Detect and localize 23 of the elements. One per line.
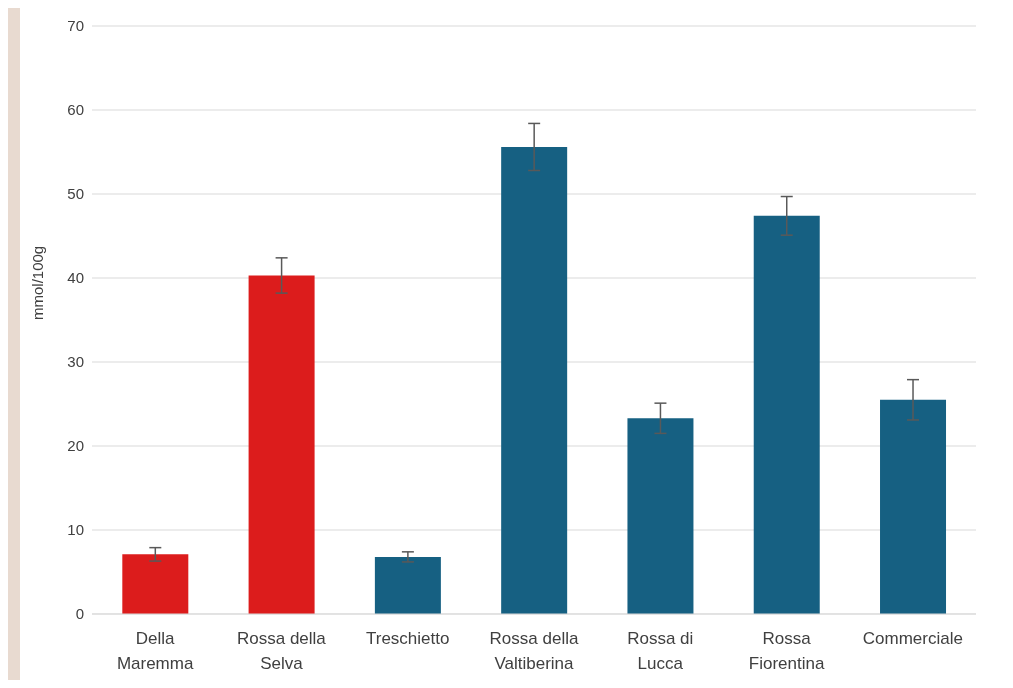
bar xyxy=(122,554,189,614)
x-tick-label: Rossa Fiorentina xyxy=(748,628,825,674)
bar xyxy=(501,146,568,614)
y-tick-label: 60 xyxy=(67,101,84,119)
y-tick-label: 0 xyxy=(75,605,84,623)
x-tick-label: Rossa di Lucca xyxy=(627,628,694,674)
bar xyxy=(627,418,694,614)
x-tick-label: Rossa della Valtiberina xyxy=(489,628,579,674)
bar xyxy=(374,556,441,614)
y-tick-label: 30 xyxy=(67,353,84,371)
y-tick-label: 20 xyxy=(67,437,84,455)
bar xyxy=(753,215,820,614)
y-axis-title: mmol/100g xyxy=(29,245,47,320)
x-tick-label: Della Maremma xyxy=(116,628,194,674)
x-tick-label: Commerciale xyxy=(862,628,963,648)
y-tick-label: 70 xyxy=(67,17,84,35)
y-tick-label: 10 xyxy=(67,521,84,539)
bar xyxy=(880,399,947,614)
y-tick-label: 40 xyxy=(67,269,84,287)
y-tick-label: 50 xyxy=(67,185,84,203)
x-tick-label: Treschietto xyxy=(365,628,450,648)
x-tick-label: Rossa della Selva xyxy=(237,628,327,674)
bar xyxy=(248,275,315,614)
